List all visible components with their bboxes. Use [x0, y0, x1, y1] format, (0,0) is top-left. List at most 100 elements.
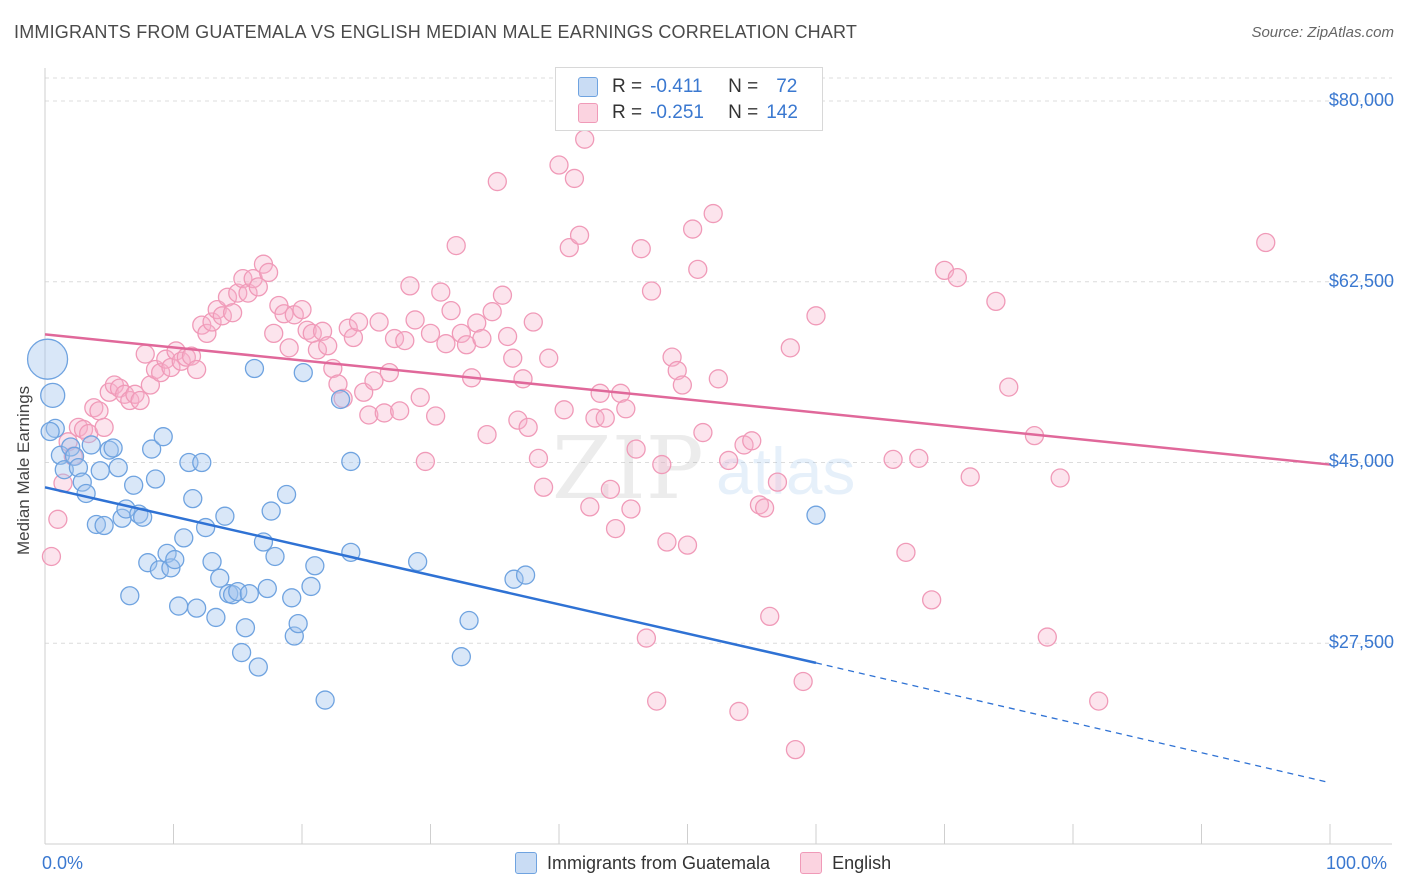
english-point — [503, 348, 523, 368]
guatemala-point — [165, 549, 185, 570]
english-point — [580, 497, 600, 517]
stats-row-english: R = -0.251 N = 142 — [578, 100, 798, 126]
english-point — [228, 283, 248, 303]
guatemala-point — [504, 569, 524, 589]
english-point — [688, 259, 708, 279]
english-points — [41, 94, 1276, 760]
legend-item-english[interactable]: English — [800, 852, 891, 874]
english-point — [677, 535, 698, 555]
english-point — [140, 375, 161, 395]
english-point — [922, 590, 942, 610]
grid-lines — [45, 77, 1392, 644]
english-point — [94, 417, 114, 438]
guatemala-point — [81, 435, 101, 455]
stats-row-guatemala: R = -0.411 N = 72 — [578, 74, 797, 100]
english-point — [667, 360, 687, 381]
legend-label-guatemala: Immigrants from Guatemala — [547, 852, 771, 873]
x-tick-label-right: 100.0% — [1326, 853, 1388, 873]
english-point — [657, 532, 677, 552]
guatemala-point — [215, 506, 235, 526]
guatemala-point — [451, 647, 471, 667]
english-point — [636, 628, 657, 648]
guatemala-points — [26, 338, 826, 710]
english-point — [400, 276, 420, 296]
english-point — [145, 359, 166, 380]
english-point — [125, 384, 145, 404]
english-point — [652, 454, 672, 475]
english-point — [248, 277, 268, 297]
english-point — [410, 387, 430, 408]
english-point — [487, 171, 507, 192]
guatemala-point — [806, 505, 826, 525]
english-point — [279, 338, 299, 358]
english-point — [999, 377, 1019, 397]
english-point — [793, 671, 813, 692]
guatemala-point — [407, 551, 428, 572]
english-point — [369, 312, 389, 332]
guatemala-point — [248, 657, 268, 677]
english-point — [497, 326, 518, 347]
guatemala-point — [124, 475, 144, 495]
english-point — [425, 406, 446, 426]
english-point — [883, 449, 903, 470]
english-point — [595, 408, 615, 428]
english-point — [600, 479, 621, 499]
legend-item-guatemala[interactable]: Immigrants from Guatemala — [515, 852, 770, 874]
guatemala-point — [293, 362, 313, 383]
english-point — [718, 450, 739, 471]
english-point — [559, 238, 579, 258]
guatemala-point — [257, 578, 277, 599]
english-point — [264, 323, 284, 344]
english-point — [467, 313, 487, 333]
english-point — [708, 369, 728, 389]
guatemala-point — [288, 613, 308, 634]
guatemala-point — [244, 358, 265, 379]
english-point — [307, 340, 328, 360]
swatch-english — [578, 103, 598, 123]
english-point — [492, 285, 513, 305]
guatemala-point — [94, 515, 114, 536]
english-point — [274, 304, 294, 324]
english-point — [767, 472, 788, 492]
english-point — [631, 239, 651, 259]
english-point — [451, 323, 471, 344]
english-point — [693, 422, 713, 443]
guatemala-point — [138, 553, 158, 573]
guatemala-point — [202, 551, 222, 572]
english-point — [390, 401, 410, 421]
english-point — [960, 467, 980, 487]
watermark-atlas: atlas — [716, 434, 855, 508]
guatemala-point — [231, 642, 252, 663]
english-point — [364, 371, 384, 391]
legend-label-english: English — [832, 852, 892, 873]
series-legend: Immigrants from Guatemala English — [515, 852, 921, 874]
english-point — [742, 431, 762, 451]
guatemala-point — [206, 607, 226, 628]
english-point — [729, 701, 749, 722]
n-label: N = — [728, 102, 759, 123]
guatemala-point — [72, 472, 92, 492]
english-point — [89, 401, 109, 421]
english-point — [909, 448, 929, 469]
english-point — [318, 336, 338, 356]
english-point — [405, 310, 425, 330]
legend-swatch-english — [800, 852, 823, 874]
r-label: R = — [612, 102, 643, 123]
english-point — [621, 499, 641, 519]
english-point — [328, 374, 348, 394]
english-point — [436, 334, 456, 354]
english-point — [292, 299, 312, 320]
english-point — [754, 498, 775, 518]
english-point — [395, 330, 415, 351]
english-point — [605, 518, 626, 539]
english-point — [41, 546, 62, 567]
guatemala-point — [133, 507, 153, 527]
english-point — [197, 323, 217, 344]
guatemala-point — [64, 446, 85, 466]
swatch-guatemala — [578, 77, 598, 97]
english-point — [569, 225, 590, 245]
english-point — [359, 405, 379, 425]
english-point — [554, 400, 574, 420]
english-point — [703, 203, 723, 224]
